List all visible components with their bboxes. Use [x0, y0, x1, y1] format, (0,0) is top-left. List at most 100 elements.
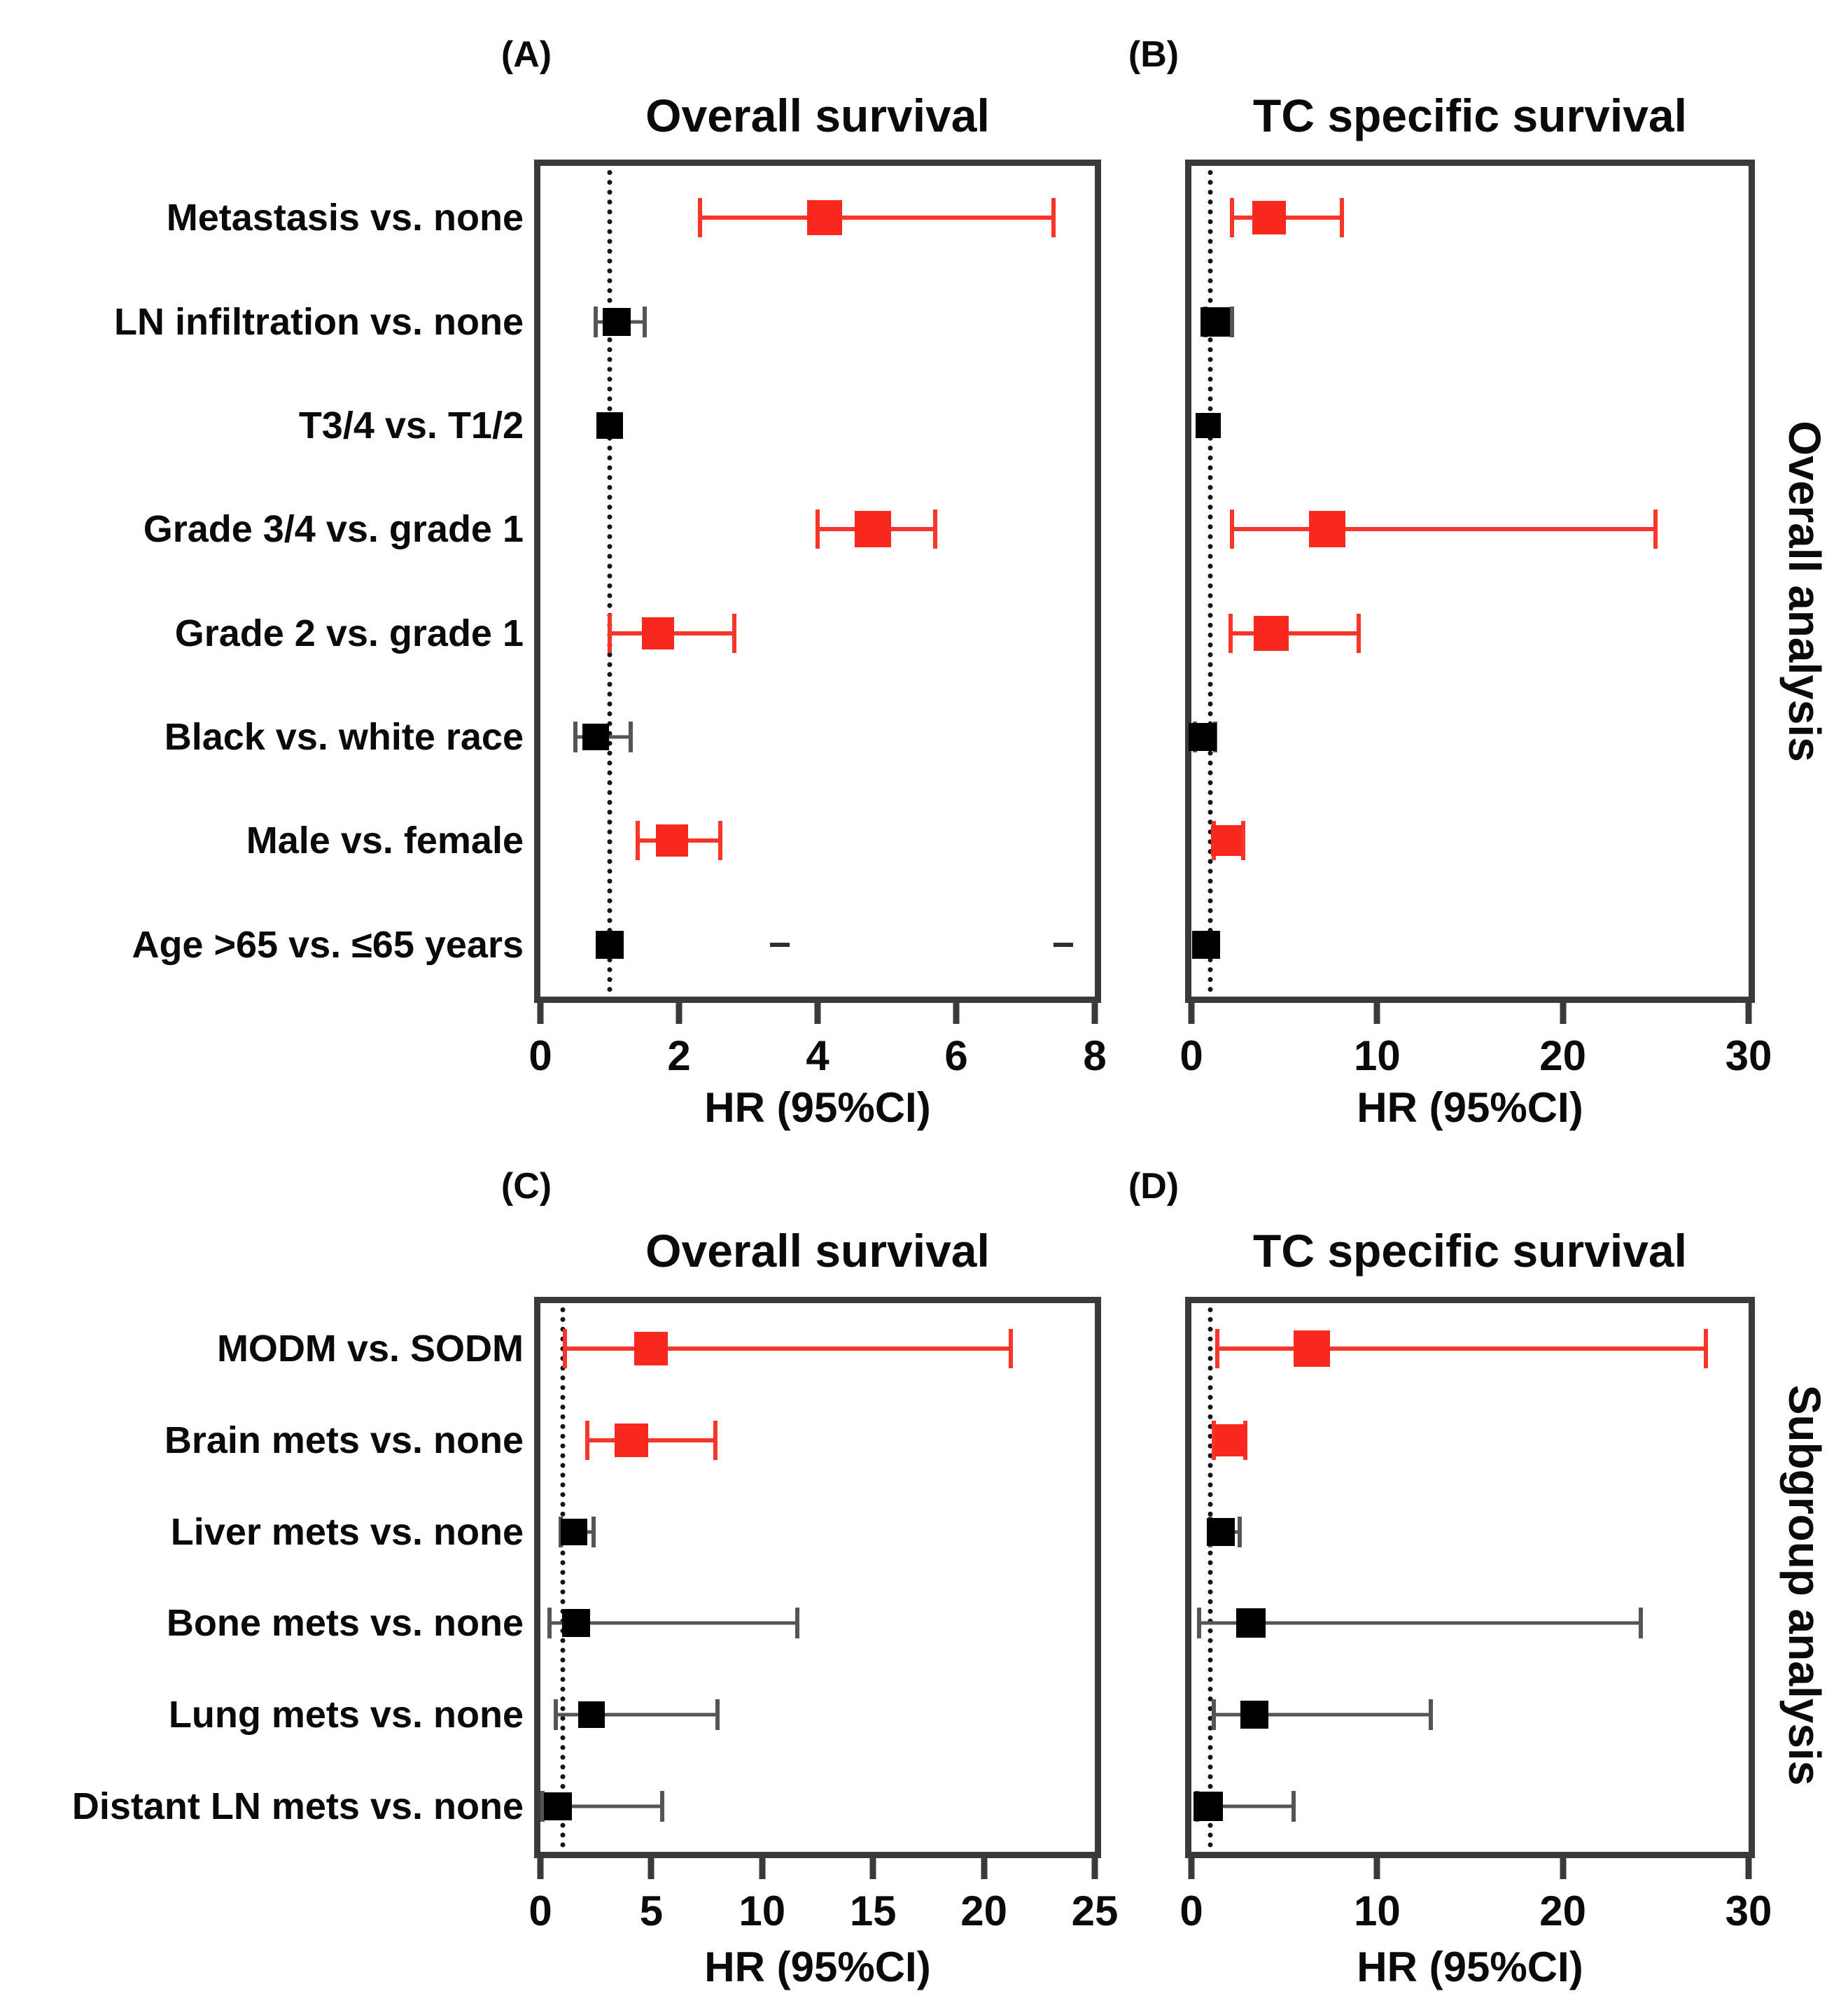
row-label: Grade 2 vs. grade 1: [174, 612, 524, 654]
panel-letter-b: (B): [1128, 34, 1180, 75]
ci-cap: [628, 722, 633, 753]
x-axis-tick: [1188, 1003, 1195, 1024]
forest-marker: [560, 1518, 587, 1545]
ci-cap: [562, 1329, 567, 1369]
row-label: Liver mets vs. none: [170, 1510, 524, 1553]
ci-cap: [697, 198, 702, 238]
panel-title-tc-specific-survival-d: TC specific survival: [1253, 1225, 1687, 1277]
forest-marker: [1211, 825, 1242, 857]
artifact-dash: [769, 942, 790, 947]
ci-line: [549, 1621, 798, 1625]
ci-cap: [1429, 1699, 1434, 1730]
ci-line: [1232, 216, 1342, 220]
x-axis-tick: [1745, 1858, 1752, 1879]
x-axis-tick-label: 20: [1539, 1888, 1587, 1934]
plot-frame: [1185, 160, 1755, 1003]
ci-cap: [584, 1421, 589, 1460]
plot-area: [1191, 1303, 1749, 1852]
x-axis-tick-label: 25: [1071, 1888, 1119, 1934]
ci-cap: [592, 1516, 596, 1547]
x-axis-tick-label: 30: [1725, 1032, 1772, 1079]
x-axis-tick-label: 10: [738, 1888, 786, 1934]
x-axis-label-d: HR (95%CI): [1357, 1944, 1583, 1990]
plot-frame: [534, 1297, 1101, 1858]
x-axis-tick: [1560, 1858, 1567, 1879]
ci-cap: [1230, 509, 1235, 549]
forest-marker: [1192, 930, 1221, 959]
panel-title-tc-specific-survival-b: TC specific survival: [1253, 90, 1687, 141]
ci-cap: [933, 509, 938, 549]
panel-letter-c: (C): [500, 1166, 552, 1207]
ci-cap: [1008, 1329, 1013, 1369]
row-label: Age >65 vs. ≤65 years: [132, 923, 524, 966]
forest-marker: [1240, 1701, 1269, 1729]
x-axis-tick-label: 10: [1353, 1888, 1401, 1934]
ci-line: [1232, 527, 1656, 532]
x-axis-label-c: HR (95%CI): [704, 1944, 931, 1990]
ci-cap: [1356, 613, 1361, 653]
forest-panel-b: 0 10 20 30: [1180, 160, 1772, 1178]
x-axis-tick: [814, 1003, 821, 1024]
x-axis-tick-label: 30: [1725, 1888, 1772, 1934]
reference-line-hr1: [1208, 170, 1213, 992]
ci-cap: [1051, 198, 1056, 238]
reference-line-hr1: [607, 170, 612, 992]
ci-cap: [540, 1790, 545, 1822]
x-axis-tick: [1188, 1858, 1195, 1879]
forest-marker: [855, 511, 892, 548]
ci-cap: [1653, 509, 1658, 549]
x-axis-tick-label: 5: [639, 1888, 664, 1934]
forest-panel-c: 0 5 10 15 20 25: [528, 1297, 1118, 2010]
forest-marker: [1207, 1517, 1236, 1546]
ci-cap: [732, 613, 737, 653]
panel-title-overall-survival-c: Overall survival: [645, 1225, 990, 1277]
row-label: T3/4 vs. T1/2: [298, 404, 524, 447]
plot-area: [540, 1303, 1095, 1852]
x-axis-tick: [953, 1003, 960, 1024]
row-label: Distant LN mets vs. none: [71, 1785, 524, 1827]
ci-cap: [558, 1516, 563, 1547]
x-axis-tick: [1373, 1858, 1380, 1879]
x-axis-tick-label: 0: [528, 1032, 552, 1079]
ci-cap: [718, 821, 723, 861]
forest-marker: [1252, 201, 1287, 235]
forest-panel-d: 0 10 20 30: [1180, 1297, 1772, 2010]
forest-marker: [582, 724, 610, 751]
ci-cap: [642, 306, 647, 337]
x-axis-tick-label: 2: [667, 1032, 691, 1079]
ci-cap: [573, 722, 578, 753]
forest-marker: [656, 824, 689, 857]
ci-line: [542, 1804, 663, 1808]
x-axis-tick: [759, 1858, 766, 1879]
ci-cap: [1639, 1608, 1644, 1639]
ci-cap: [1211, 1699, 1216, 1730]
ci-line: [1213, 1713, 1432, 1717]
x-axis-tick-label: 0: [1180, 1888, 1203, 1934]
forest-marker: [1308, 511, 1345, 548]
x-axis-tick-label: 6: [944, 1032, 968, 1079]
ci-cap: [1237, 1516, 1242, 1547]
row-label: Metastasis vs. none: [166, 197, 524, 239]
ci-cap: [608, 613, 612, 653]
artifact-dash: [1054, 942, 1074, 947]
ci-cap: [1339, 198, 1344, 238]
x-axis-tick-label: 4: [806, 1032, 830, 1079]
x-axis-tick: [537, 1858, 544, 1879]
forest-marker: [1195, 412, 1221, 438]
ci-cap: [554, 1699, 559, 1730]
row-label: Brain mets vs. none: [164, 1419, 524, 1461]
row-label: Lung mets vs. none: [168, 1694, 524, 1736]
ci-line: [1198, 1621, 1642, 1625]
x-axis-tick-label: 20: [960, 1888, 1007, 1934]
ci-cap: [1230, 198, 1235, 238]
forest-marker: [806, 200, 842, 236]
forest-marker: [614, 1424, 648, 1457]
ci-cap: [660, 1790, 665, 1822]
row-label: Black vs. white race: [164, 716, 524, 759]
forest-marker: [596, 412, 623, 439]
ci-cap: [1196, 1608, 1201, 1639]
x-axis-tick: [1091, 1003, 1098, 1024]
ci-cap: [1228, 613, 1233, 653]
x-axis-tick: [981, 1858, 988, 1879]
forest-marker: [1236, 1608, 1266, 1638]
